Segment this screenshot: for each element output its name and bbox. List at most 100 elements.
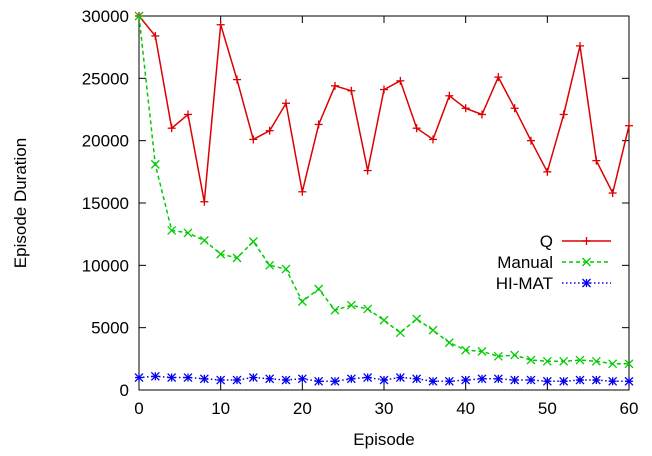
y-tick-label: 30000 xyxy=(82,7,129,26)
data-point-manual xyxy=(265,260,275,270)
data-point-q xyxy=(510,104,519,113)
data-point-manual xyxy=(346,300,356,310)
data-point-q xyxy=(265,126,274,135)
data-point-manual xyxy=(216,249,226,259)
data-point-hi-mat xyxy=(510,375,520,385)
legend-label: Manual xyxy=(497,253,553,272)
x-tick-label: 30 xyxy=(375,399,394,418)
data-point-manual xyxy=(150,159,160,169)
data-point-q xyxy=(445,91,454,100)
data-point-q xyxy=(412,124,421,133)
data-point-hi-mat xyxy=(314,376,324,386)
data-point-hi-mat xyxy=(330,376,340,386)
legend-entry-q: Q xyxy=(540,232,611,251)
data-point-manual xyxy=(624,359,634,369)
data-point-hi-mat xyxy=(281,375,291,385)
data-point-q xyxy=(363,166,372,175)
data-point-hi-mat xyxy=(199,374,209,384)
data-point-q xyxy=(167,124,176,133)
data-point-hi-mat xyxy=(428,376,438,386)
data-point-hi-mat xyxy=(346,374,356,384)
legend-entry-hi-mat: HI-MAT xyxy=(496,274,611,293)
data-point-q xyxy=(608,189,617,198)
data-point-hi-mat xyxy=(542,376,552,386)
data-point-q xyxy=(331,81,339,90)
x-axis-label: Episode xyxy=(353,430,414,449)
data-point-hi-mat xyxy=(134,373,144,382)
y-tick-label: 15000 xyxy=(82,194,129,213)
legend-entry-manual: Manual xyxy=(497,253,611,272)
data-point-hi-mat xyxy=(526,375,536,385)
data-point-hi-mat xyxy=(248,373,258,382)
data-point-q xyxy=(282,99,290,108)
data-point-q xyxy=(461,104,470,113)
data-point-hi-mat xyxy=(216,375,226,385)
data-point-hi-mat xyxy=(412,374,422,384)
x-tick-label: 60 xyxy=(620,399,639,418)
data-point-hi-mat xyxy=(559,376,569,386)
data-point-q xyxy=(592,156,601,165)
data-point-q xyxy=(184,110,192,119)
data-point-hi-mat xyxy=(150,371,160,381)
data-point-manual xyxy=(477,346,487,356)
legend-marker-manual xyxy=(582,257,591,267)
data-point-hi-mat xyxy=(183,373,193,382)
legend: Q Manual HI-MAT xyxy=(496,232,611,293)
data-point-hi-mat xyxy=(444,376,454,386)
data-point-hi-mat xyxy=(379,375,389,385)
data-point-manual xyxy=(379,315,389,325)
x-axis-ticks: 0 10 20 30 40 50 60 xyxy=(134,16,638,418)
data-point-manual xyxy=(542,356,552,366)
data-point-manual xyxy=(232,253,242,263)
data-point-q xyxy=(396,76,405,85)
data-point-manual xyxy=(167,225,177,235)
data-point-manual xyxy=(183,228,193,238)
data-point-manual xyxy=(314,284,324,294)
data-point-hi-mat xyxy=(265,374,275,384)
x-tick-label: 40 xyxy=(456,399,475,418)
data-point-q xyxy=(233,75,241,84)
data-point-hi-mat xyxy=(167,373,177,382)
data-point-q xyxy=(298,187,307,196)
data-point-hi-mat xyxy=(297,374,307,384)
legend-marker-hi-mat xyxy=(582,278,591,288)
y-tick-label: 10000 xyxy=(82,256,129,275)
series-hi-mat xyxy=(134,371,634,386)
data-point-q xyxy=(625,121,633,130)
legend-label: HI-MAT xyxy=(496,274,553,293)
data-point-manual xyxy=(575,355,585,365)
data-point-manual xyxy=(134,11,144,21)
series-layer xyxy=(134,11,634,386)
data-point-hi-mat xyxy=(608,376,618,386)
x-tick-label: 0 xyxy=(134,399,143,418)
data-point-q xyxy=(559,110,568,119)
data-point-q xyxy=(380,85,388,94)
data-point-q xyxy=(543,167,552,176)
data-point-manual xyxy=(412,314,422,324)
legend-label: Q xyxy=(540,232,553,251)
data-point-q xyxy=(200,197,209,206)
data-point-manual xyxy=(297,297,307,306)
data-point-manual xyxy=(526,355,536,365)
x-tick-label: 20 xyxy=(293,399,312,418)
data-point-manual xyxy=(395,328,405,338)
y-tick-label: 20000 xyxy=(82,132,129,151)
x-tick-label: 10 xyxy=(211,399,230,418)
series-manual xyxy=(134,11,634,369)
data-point-hi-mat xyxy=(493,374,503,384)
x-tick-label: 50 xyxy=(538,399,557,418)
data-point-manual xyxy=(608,359,618,369)
data-point-hi-mat xyxy=(395,373,405,382)
plot-border xyxy=(138,15,630,391)
data-point-hi-mat xyxy=(624,376,634,386)
series-q xyxy=(135,12,633,206)
data-point-q xyxy=(249,135,258,144)
data-point-hi-mat xyxy=(591,375,601,385)
data-point-manual xyxy=(281,264,291,274)
data-point-q xyxy=(576,41,584,50)
y-axis-label: Episode Duration xyxy=(11,138,30,268)
data-point-q xyxy=(151,31,160,40)
y-tick-label: 5000 xyxy=(91,319,129,338)
data-point-q xyxy=(429,135,437,144)
